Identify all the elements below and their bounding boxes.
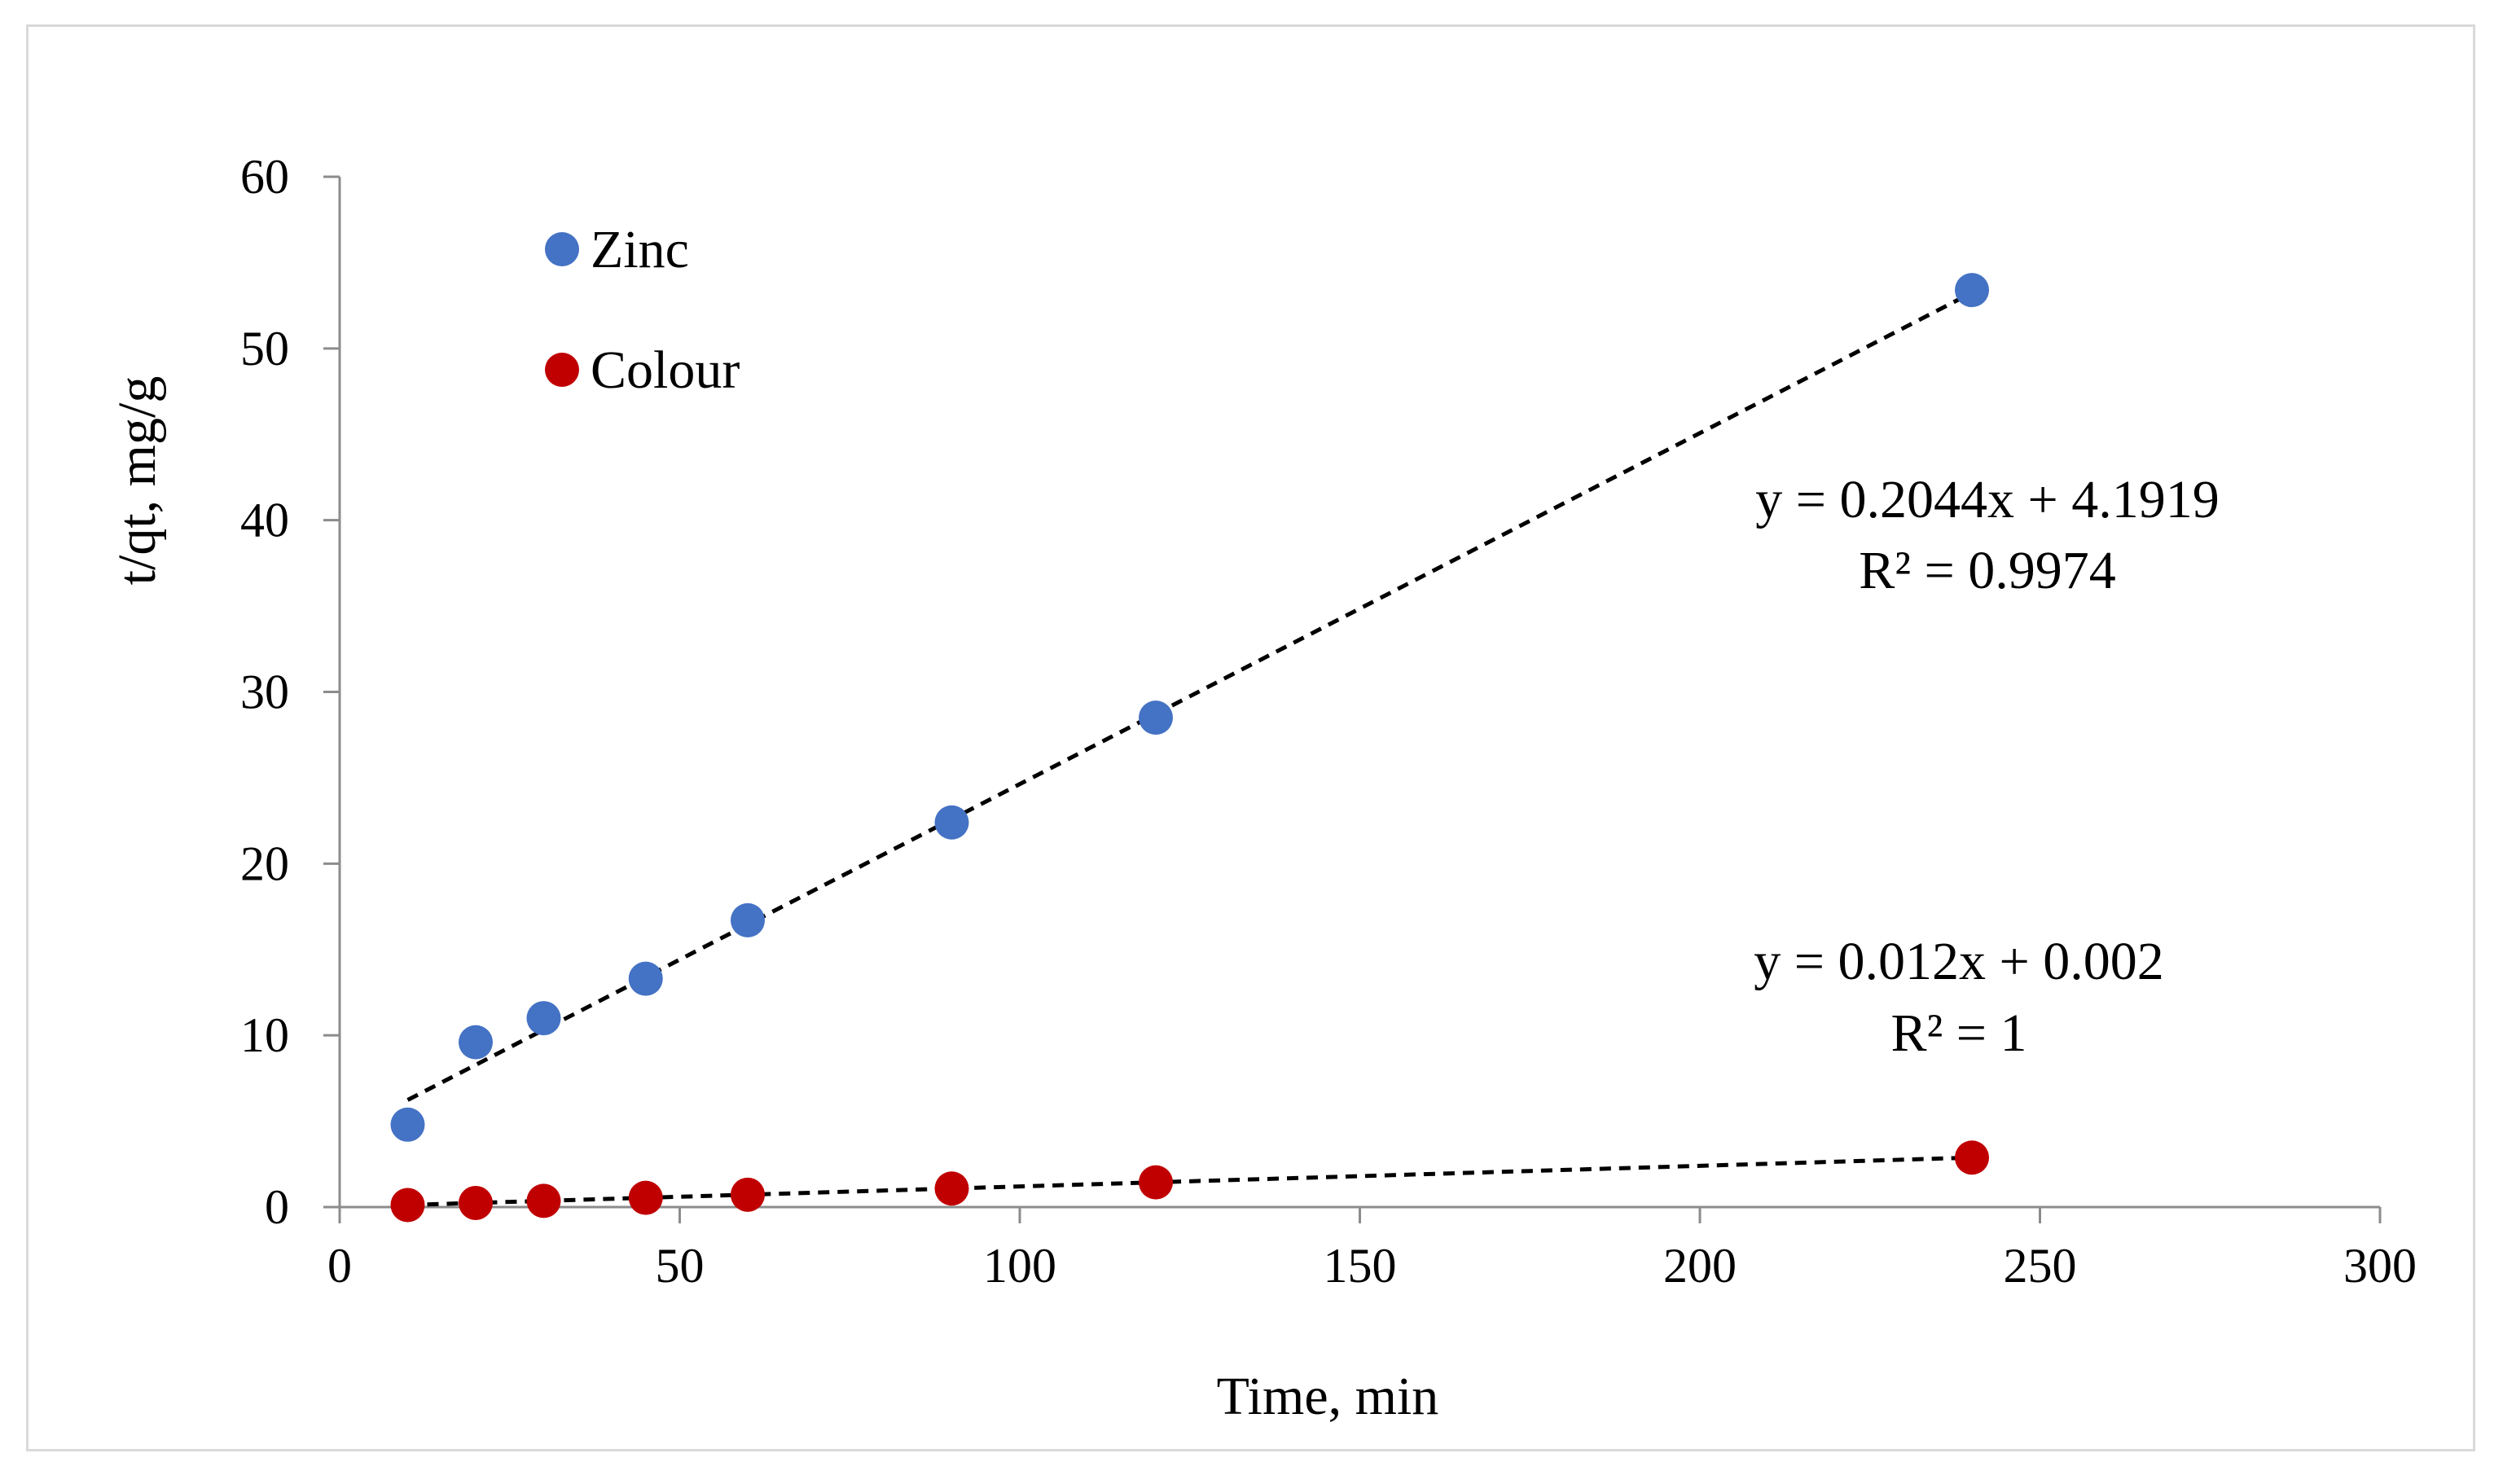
x-tick-label: 200 [1663,1239,1737,1293]
legend-label-zinc: Zinc [591,220,689,279]
zinc-trendline-r2: R² = 0.9974 [1859,541,2116,600]
data-point-zinc [390,1107,425,1142]
y-axis-ticks: 0 10 20 30 40 50 60 [240,150,340,1234]
y-tick-label: 50 [240,322,289,375]
data-point-zinc [459,1025,493,1060]
data-point-zinc [628,961,663,996]
colour-trendline-r2: R² = 1 [1890,1003,2027,1063]
chart-frame [26,24,2475,1451]
y-tick-label: 20 [240,836,289,890]
data-point-zinc [1955,273,1989,308]
x-tick-label: 100 [983,1239,1056,1293]
y-tick-label: 10 [240,1008,289,1062]
data-point-colour [731,1177,765,1212]
legend: Zinc Colour [545,220,740,400]
y-tick-label: 0 [265,1180,289,1234]
x-tick-label: 250 [2004,1239,2077,1293]
data-point-colour [1955,1140,1989,1175]
data-point-colour [390,1188,425,1223]
data-point-colour [934,1171,969,1206]
zinc-trendline-equation: y = 0.2044x + 4.1919 [1755,470,2219,529]
data-points [390,273,1989,1223]
x-axis-ticks: 0 50 100 150 200 250 300 [327,1207,2417,1293]
data-point-colour [628,1180,663,1215]
colour-trendline-equation: y = 0.012x + 0.002 [1754,932,2163,991]
data-point-zinc [1139,700,1173,735]
data-point-colour [1139,1165,1173,1200]
x-tick-label: 0 [327,1239,352,1293]
data-point-zinc [731,902,765,937]
x-tick-label: 50 [656,1239,705,1293]
y-tick-label: 40 [240,494,289,547]
legend-marker-colour [545,353,579,387]
x-tick-label: 300 [2343,1239,2417,1293]
trendlines [406,291,1974,1207]
trendline-annotations: y = 0.2044x + 4.1919 R² = 0.9974 y = 0.0… [1754,470,2219,1063]
legend-marker-zinc [545,232,579,266]
data-point-colour [526,1183,561,1218]
data-point-colour [459,1185,493,1220]
y-tick-label: 60 [240,150,289,204]
y-axis-title: t/qt, mg/g [108,376,167,586]
y-tick-label: 30 [240,665,289,719]
legend-label-colour: Colour [591,340,740,400]
x-axis-title: Time, min [1217,1367,1439,1426]
data-point-zinc [934,805,969,840]
data-point-zinc [526,1001,561,1036]
trendline-zinc [406,291,1974,1102]
x-tick-label: 150 [1324,1239,1397,1293]
trendline-colour [407,1155,1973,1207]
